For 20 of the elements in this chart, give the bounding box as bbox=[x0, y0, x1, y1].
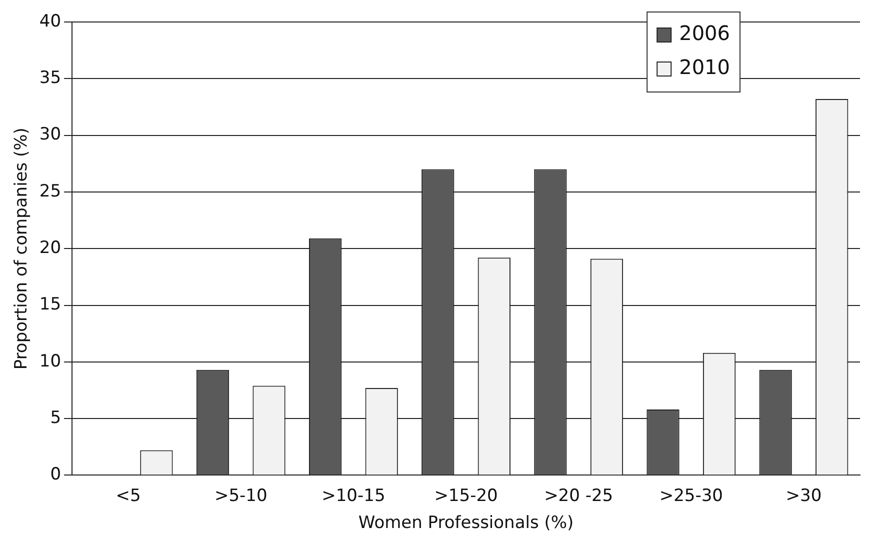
y-tick-label: 0 bbox=[50, 464, 62, 485]
y-tick-label: 25 bbox=[39, 181, 62, 202]
x-tick-label: >30 bbox=[786, 486, 822, 506]
legend-label: 2010 bbox=[679, 55, 730, 80]
x-tick-label: >20 -25 bbox=[544, 486, 614, 506]
y-tick-label: 10 bbox=[39, 351, 62, 372]
y-tick-label: 30 bbox=[39, 124, 62, 145]
x-tick-label: >25-30 bbox=[659, 486, 723, 506]
x-axis-title: Women Professionals (%) bbox=[358, 513, 574, 534]
y-axis-title: Proportion of companies (%) bbox=[12, 128, 32, 370]
legend-label: 2006 bbox=[679, 21, 730, 46]
y-tick-label: 15 bbox=[39, 294, 62, 315]
y-tick-label: 35 bbox=[39, 68, 62, 88]
y-tick-label: 40 bbox=[39, 11, 62, 32]
x-tick-label: >15-20 bbox=[434, 486, 498, 506]
x-tick-label: >5-10 bbox=[214, 486, 268, 506]
x-tick-label: >10-15 bbox=[322, 486, 386, 506]
x-tick-label: <5 bbox=[116, 486, 141, 506]
y-tick-label: 20 bbox=[39, 238, 62, 258]
y-tick-label: 5 bbox=[50, 408, 62, 428]
